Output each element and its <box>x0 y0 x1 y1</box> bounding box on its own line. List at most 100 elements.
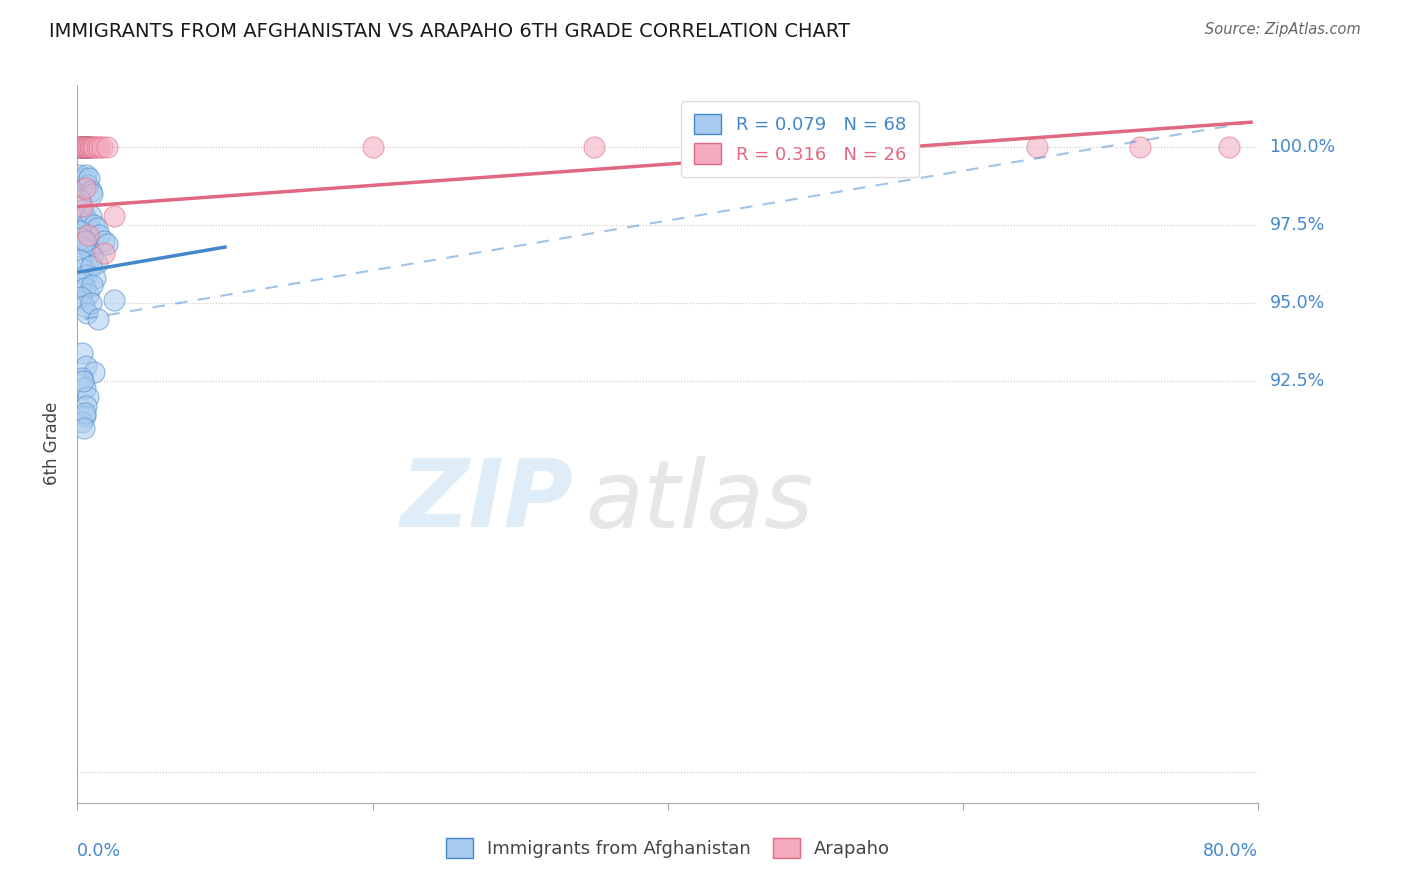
Point <box>73 171 96 186</box>
Point <box>77 140 100 154</box>
Point <box>80 140 103 154</box>
Point <box>69 140 91 154</box>
Point <box>75 140 97 154</box>
Text: 80.0%: 80.0% <box>1204 842 1258 860</box>
Point <box>82 140 104 154</box>
Point <box>69 252 91 267</box>
Point <box>73 381 96 395</box>
Point <box>79 259 101 273</box>
Point <box>93 234 115 248</box>
Point <box>91 140 114 154</box>
Point <box>1026 140 1049 154</box>
Point <box>76 390 98 404</box>
Point <box>70 274 93 288</box>
Point <box>67 169 90 183</box>
Point <box>96 140 118 154</box>
Point <box>73 281 96 295</box>
Point <box>76 227 98 242</box>
Point <box>76 140 98 154</box>
Point <box>69 225 91 239</box>
Point <box>103 209 125 223</box>
Point <box>86 221 108 235</box>
Point <box>72 178 94 192</box>
Legend: Immigrants from Afghanistan, Arapaho: Immigrants from Afghanistan, Arapaho <box>439 830 897 865</box>
Point <box>84 271 107 285</box>
Text: ZIP: ZIP <box>401 455 574 547</box>
Text: IMMIGRANTS FROM AFGHANISTAN VS ARAPAHO 6TH GRADE CORRELATION CHART: IMMIGRANTS FROM AFGHANISTAN VS ARAPAHO 6… <box>49 22 851 41</box>
Point <box>75 234 97 248</box>
Text: 92.5%: 92.5% <box>1270 372 1324 391</box>
Point <box>76 140 98 154</box>
Point <box>1129 140 1152 154</box>
Point <box>70 181 93 195</box>
Point <box>87 311 110 326</box>
Point <box>83 219 105 233</box>
Point <box>93 246 115 260</box>
Point <box>75 140 97 154</box>
Point <box>73 300 96 314</box>
Point <box>361 140 384 154</box>
Point <box>83 365 105 379</box>
Point <box>73 234 96 248</box>
Point <box>76 140 98 154</box>
Point <box>82 250 104 264</box>
Point <box>77 140 100 154</box>
Point <box>96 236 118 252</box>
Point <box>69 194 91 208</box>
Point <box>70 140 93 154</box>
Point <box>70 140 93 154</box>
Point <box>69 140 91 154</box>
Text: Source: ZipAtlas.com: Source: ZipAtlas.com <box>1205 22 1361 37</box>
Point <box>75 140 97 154</box>
Point <box>89 227 111 242</box>
Point <box>72 236 94 252</box>
Point <box>70 371 93 385</box>
Point <box>72 415 94 429</box>
Point <box>86 255 108 269</box>
Point <box>72 374 94 388</box>
Y-axis label: 6th Grade: 6th Grade <box>44 402 62 485</box>
Point <box>73 209 96 223</box>
Point <box>72 140 94 154</box>
Point <box>82 187 104 202</box>
Point <box>69 174 91 188</box>
Point <box>70 231 93 245</box>
Point <box>83 140 105 154</box>
Point <box>76 306 98 320</box>
Point <box>72 202 94 217</box>
Point <box>70 240 93 254</box>
Text: 0.0%: 0.0% <box>77 842 121 860</box>
Point <box>77 171 100 186</box>
Point <box>72 140 94 154</box>
Point <box>89 140 111 154</box>
Point <box>70 140 93 154</box>
Point <box>804 140 827 154</box>
Point <box>75 406 97 420</box>
Point <box>72 140 94 154</box>
Point <box>73 181 96 195</box>
Point <box>77 244 100 258</box>
Text: 100.0%: 100.0% <box>1270 138 1336 156</box>
Text: 95.0%: 95.0% <box>1270 294 1324 312</box>
Point <box>70 200 93 214</box>
Point <box>76 287 98 301</box>
Point <box>75 268 97 282</box>
Point <box>73 421 96 435</box>
Point <box>79 140 101 154</box>
Point <box>72 262 94 277</box>
Point <box>79 184 101 198</box>
Point <box>75 400 97 414</box>
Point <box>79 209 101 223</box>
Text: atlas: atlas <box>585 456 814 547</box>
Point <box>82 277 104 292</box>
Point <box>69 140 91 154</box>
Point <box>70 290 93 304</box>
Point <box>583 140 606 154</box>
Point <box>76 215 98 229</box>
Point <box>73 140 96 154</box>
Point <box>75 169 97 183</box>
Point <box>86 140 108 154</box>
Point <box>76 178 98 192</box>
Point <box>1218 140 1240 154</box>
Point <box>75 359 97 373</box>
